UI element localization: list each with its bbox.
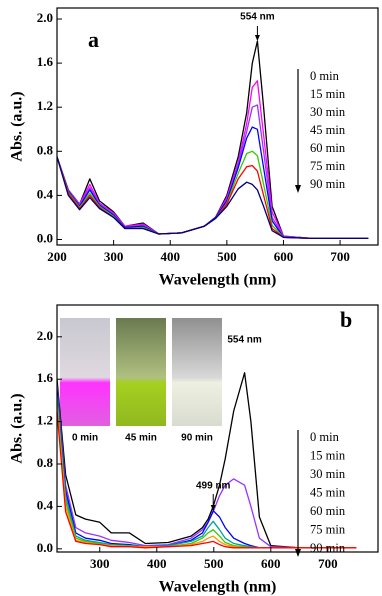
y-tick-label: 1.2 bbox=[37, 98, 53, 113]
inset-label: 90 min bbox=[181, 433, 213, 444]
inset-label: 0 min bbox=[72, 433, 98, 444]
spectrum-line bbox=[57, 410, 357, 549]
frame bbox=[56, 304, 379, 553]
panel-label: b bbox=[340, 307, 352, 332]
legend-entry: 0 min bbox=[310, 69, 340, 83]
y-tick-label: 0.8 bbox=[37, 455, 54, 470]
x-tick-label: 500 bbox=[204, 556, 224, 571]
plot-area bbox=[57, 372, 357, 549]
annotation: 554 nm bbox=[240, 12, 275, 23]
y-axis-title: Abs. (a.u.) bbox=[9, 393, 26, 463]
legend-entry: 60 min bbox=[310, 504, 346, 518]
y-tick-label: 1.6 bbox=[37, 54, 54, 69]
y-tick-label: 0.8 bbox=[37, 142, 54, 157]
legend-entry: 30 min bbox=[310, 467, 346, 481]
y-tick-label: 2.0 bbox=[37, 328, 53, 343]
y-tick-label: 0.0 bbox=[37, 540, 53, 555]
x-tick-label: 400 bbox=[160, 249, 180, 264]
legend-entry: 60 min bbox=[310, 141, 346, 155]
y-tick-label: 1.2 bbox=[37, 413, 53, 428]
annotation-arrow-head bbox=[254, 35, 260, 41]
time-arrow-head bbox=[295, 185, 301, 193]
annotation: 554 nm bbox=[227, 335, 262, 346]
legend-entry: 90 min bbox=[310, 541, 346, 555]
x-axis-title: Wavelength (nm) bbox=[159, 579, 277, 596]
inset-photos: 0 min 45 min 90 min bbox=[60, 318, 222, 444]
x-tick-label: 700 bbox=[330, 249, 350, 264]
y-axis-title: Abs. (a.u.) bbox=[9, 91, 26, 161]
plot-area bbox=[57, 40, 369, 240]
x-tick-label: 600 bbox=[261, 556, 281, 571]
legend-entry: 45 min bbox=[310, 485, 346, 499]
x-tick-label: 700 bbox=[318, 556, 338, 571]
legend-entry: 90 min bbox=[310, 177, 346, 191]
legend-entry: 15 min bbox=[310, 87, 346, 101]
x-tick-label: 400 bbox=[147, 556, 167, 571]
x-tick-label: 300 bbox=[90, 556, 110, 571]
legend-entry: 45 min bbox=[310, 123, 346, 137]
spectrum-line bbox=[57, 384, 357, 549]
legend-entry: 15 min bbox=[310, 448, 346, 462]
photo bbox=[116, 318, 166, 426]
y-tick-label: 1.6 bbox=[37, 370, 54, 385]
photo bbox=[172, 318, 222, 426]
legend-entry: 30 min bbox=[310, 105, 346, 119]
y-tick-label: 0.4 bbox=[37, 497, 54, 512]
annotation: 499 nm bbox=[196, 481, 231, 492]
inset-label: 45 min bbox=[125, 433, 157, 444]
spectrum-line bbox=[57, 372, 357, 549]
frame bbox=[56, 7, 379, 246]
x-tick-label: 500 bbox=[217, 249, 237, 264]
panel-label: a bbox=[88, 27, 99, 52]
y-tick-label: 0.4 bbox=[37, 186, 54, 201]
x-axis-title: Wavelength (nm) bbox=[159, 272, 277, 289]
x-tick-label: 300 bbox=[104, 249, 124, 264]
legend-entry: 75 min bbox=[310, 522, 346, 536]
time-arrow-head bbox=[295, 549, 301, 557]
annotation-arrow-head bbox=[210, 505, 216, 511]
y-tick-label: 0.0 bbox=[37, 230, 53, 245]
x-tick-label: 200 bbox=[47, 249, 67, 264]
y-tick-label: 2.0 bbox=[37, 10, 53, 25]
x-tick-label: 600 bbox=[274, 249, 294, 264]
legend-entry: 75 min bbox=[310, 159, 346, 173]
photo bbox=[60, 318, 110, 426]
spectrum-line bbox=[57, 156, 369, 240]
legend-entry: 0 min bbox=[310, 430, 340, 444]
